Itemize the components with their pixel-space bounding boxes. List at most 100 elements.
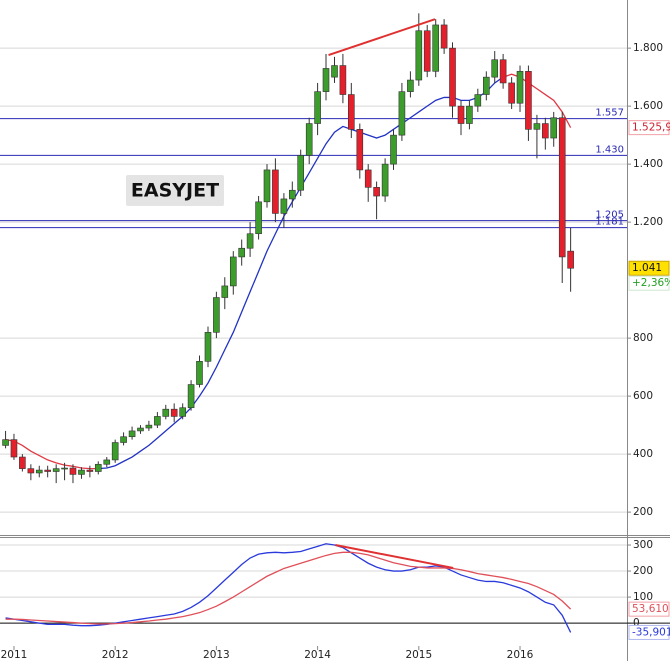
candle-body: [229, 256, 237, 287]
candle-body: [423, 30, 431, 72]
candle-body: [272, 169, 279, 214]
candle-body: [187, 384, 195, 409]
candle-body: [339, 65, 347, 95]
level-label: 1.181: [595, 217, 624, 228]
candle-body: [398, 91, 406, 136]
macd-line: [5, 543, 572, 633]
candle-body: [457, 105, 465, 124]
level-label: 1.205: [595, 210, 624, 221]
candle-body: [542, 123, 549, 139]
end-label: 53,610: [632, 603, 669, 615]
candle-body: [483, 76, 490, 95]
candle-body: [508, 82, 515, 104]
candle-body: [255, 201, 262, 235]
marks-layer: [0, 13, 670, 633]
y-tick-label: 400: [633, 448, 653, 460]
candle-body: [196, 361, 203, 385]
candle-body: [415, 30, 423, 81]
change-box: [628, 275, 670, 291]
candle-body: [19, 456, 26, 469]
candle-body: [567, 250, 574, 269]
candle-body: [2, 439, 9, 446]
candle-body: [499, 59, 507, 84]
candle-body: [61, 467, 68, 470]
candle-body: [466, 105, 473, 124]
candle-body: [78, 469, 85, 475]
candle-body: [331, 65, 338, 78]
candle-body: [10, 439, 18, 458]
labels-layer: 200 400 600 800 1.200 1.400 1.600 1.800 1.557 1.4…: [1, 42, 670, 661]
x-tick-label: 2015: [405, 649, 432, 661]
end-label-box: [628, 601, 670, 617]
candle-body: [170, 408, 178, 417]
candle-body: [381, 163, 389, 197]
candle-body: [533, 123, 541, 130]
candle-body: [35, 469, 43, 474]
x-tick-label: 2014: [304, 649, 331, 661]
candle-body: [314, 91, 321, 124]
candle-body: [474, 94, 482, 107]
end-label: -35,901: [632, 626, 670, 638]
candle-body: [69, 467, 77, 475]
candle-body: [213, 297, 220, 333]
candle-body: [525, 71, 532, 130]
macd-line: [5, 551, 572, 625]
candle-body: [103, 459, 111, 465]
candle-body: [407, 79, 414, 92]
x-tick-label: 2013: [203, 649, 230, 661]
chart-title: EASYJET: [131, 180, 219, 202]
candle-body: [297, 155, 304, 191]
x-tick-label: 2012: [102, 649, 129, 661]
candle-body: [356, 129, 364, 171]
y-tick-label: 600: [633, 390, 653, 402]
candle-body: [137, 427, 144, 432]
candle-body: [440, 24, 448, 49]
level-label: 1.557: [595, 108, 624, 119]
candle-body: [280, 198, 288, 214]
candle-body: [94, 463, 102, 472]
candle-body: [322, 68, 330, 92]
y-tick-label: 1.800: [633, 42, 663, 54]
candle-body: [263, 169, 271, 203]
level-label: 1.430: [595, 144, 624, 155]
x-tick-label: 2011: [1, 649, 28, 661]
candle-body: [348, 94, 355, 130]
y-tick-label: 1.400: [633, 158, 663, 170]
title-box: [126, 175, 224, 206]
candle-body: [364, 169, 372, 188]
candle-body: [491, 59, 499, 78]
candle-body: [52, 468, 60, 472]
candle-body: [162, 408, 170, 417]
candle-body: [550, 117, 558, 139]
ma-label: 1.525,9: [632, 122, 670, 134]
candle-body: [238, 247, 245, 258]
candle-body: [27, 468, 35, 474]
y-tick-label: 800: [633, 332, 653, 344]
candle-body: [305, 123, 313, 156]
candle-body: [390, 134, 397, 165]
candle-body: [204, 332, 212, 362]
y-tick-label: 100: [633, 591, 653, 603]
last-price: 1.041: [632, 262, 662, 274]
candle-body: [558, 117, 566, 258]
ma-label-box: [628, 120, 670, 136]
y-tick-label: 0: [633, 617, 640, 629]
y-tick-label: 300: [633, 539, 653, 551]
last-price-box: [628, 260, 670, 276]
trendline: [328, 18, 436, 57]
candle-body: [288, 189, 296, 200]
candle-body: [86, 469, 94, 472]
candle-body: [373, 187, 380, 197]
candle-body: [44, 469, 51, 472]
candle-body: [120, 436, 127, 443]
candle-body: [179, 407, 186, 417]
candle-body: [221, 285, 229, 298]
y-tick-label: 200: [633, 565, 653, 577]
y-tick-label: 200: [633, 506, 653, 518]
candle-body: [449, 47, 456, 107]
candle-body: [432, 24, 440, 72]
trendline: [335, 544, 454, 569]
